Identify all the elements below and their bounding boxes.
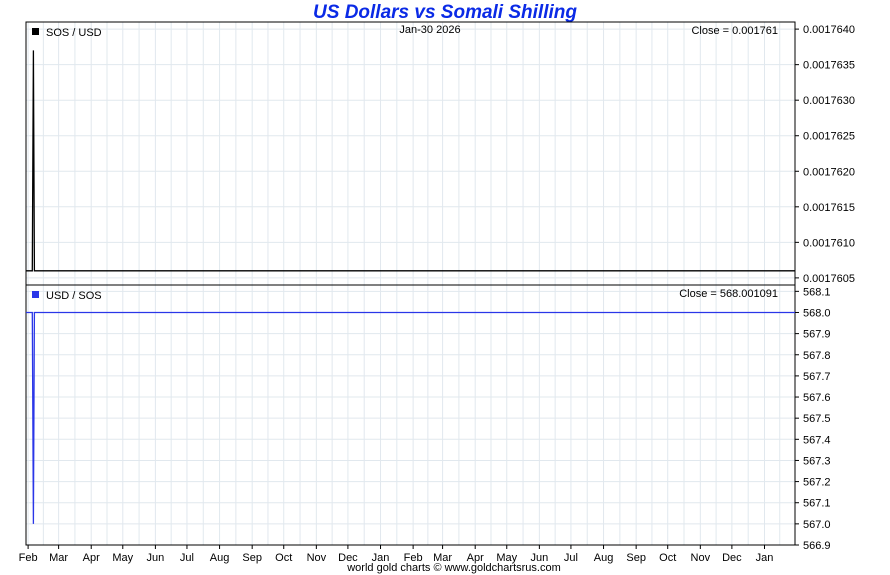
y-tick-label: 0.0017635 — [803, 60, 855, 72]
x-tick-label: Mar — [49, 552, 68, 564]
x-tick-label: Jun — [147, 552, 165, 564]
x-tick-label: Jun — [530, 552, 548, 564]
y-tick-label: 567.9 — [803, 329, 831, 341]
date-label: Jan-30 2026 — [399, 24, 460, 36]
x-tick-label: Jul — [564, 552, 578, 564]
x-tick-label: Dec — [722, 552, 742, 564]
x-tick-label: Jan — [372, 552, 390, 564]
y-tick-label: 0.0017625 — [803, 131, 855, 143]
series-line — [26, 50, 795, 272]
x-tick-label: Aug — [210, 552, 230, 564]
x-tick-label: Feb — [19, 552, 38, 564]
y-tick-label: 0.0017615 — [803, 202, 855, 214]
series-line — [26, 311, 795, 524]
x-tick-label: Oct — [659, 552, 676, 564]
x-tick-label: Nov — [307, 552, 327, 564]
panel-frame — [25, 21, 796, 286]
panel-frame — [25, 284, 796, 546]
y-tick-label: 0.0017640 — [803, 24, 855, 36]
legend-label: SOS / USD — [46, 27, 102, 39]
legend-swatch — [32, 291, 39, 298]
y-tick-label: 0.0017630 — [803, 95, 855, 107]
x-tick-label: Jan — [756, 552, 774, 564]
x-tick-label: Nov — [691, 552, 711, 564]
y-tick-label: 567.1 — [803, 498, 831, 510]
chart-title: US Dollars vs Somali Shilling — [313, 2, 577, 23]
footer-credit: world gold charts © www.goldchartsrus.co… — [347, 562, 561, 574]
x-tick-label: Jul — [180, 552, 194, 564]
legend-label: USD / SOS — [46, 290, 102, 302]
legend-swatch — [32, 28, 39, 35]
y-tick-label: 567.0 — [803, 519, 831, 531]
y-tick-label: 568.0 — [803, 307, 831, 319]
y-tick-label: 567.3 — [803, 455, 831, 467]
y-tick-label: 566.9 — [803, 540, 831, 552]
y-tick-label: 0.0017620 — [803, 166, 855, 178]
x-tick-label: Sep — [242, 552, 262, 564]
x-tick-label: Oct — [275, 552, 292, 564]
y-tick-label: 0.0017605 — [803, 273, 855, 285]
x-tick-label: May — [496, 552, 517, 564]
x-tick-label: Aug — [594, 552, 614, 564]
x-tick-label: Mar — [433, 552, 452, 564]
x-tick-label: May — [112, 552, 133, 564]
y-tick-label: 567.8 — [803, 350, 831, 362]
x-tick-label: Apr — [467, 552, 484, 564]
y-tick-label: 567.2 — [803, 477, 831, 489]
close-label: Close = 568.001091 — [679, 288, 778, 300]
y-tick-label: 0.0017610 — [803, 237, 855, 249]
y-tick-label: 567.6 — [803, 392, 831, 404]
x-tick-label: Apr — [83, 552, 100, 564]
x-tick-label: Feb — [404, 552, 423, 564]
y-tick-label: 568.1 — [803, 286, 831, 298]
x-tick-label: Dec — [338, 552, 358, 564]
y-tick-label: 567.7 — [803, 371, 831, 383]
x-tick-label: Sep — [626, 552, 646, 564]
y-tick-label: 567.5 — [803, 413, 831, 425]
y-tick-label: 567.4 — [803, 434, 831, 446]
close-label: Close = 0.001761 — [691, 25, 778, 37]
